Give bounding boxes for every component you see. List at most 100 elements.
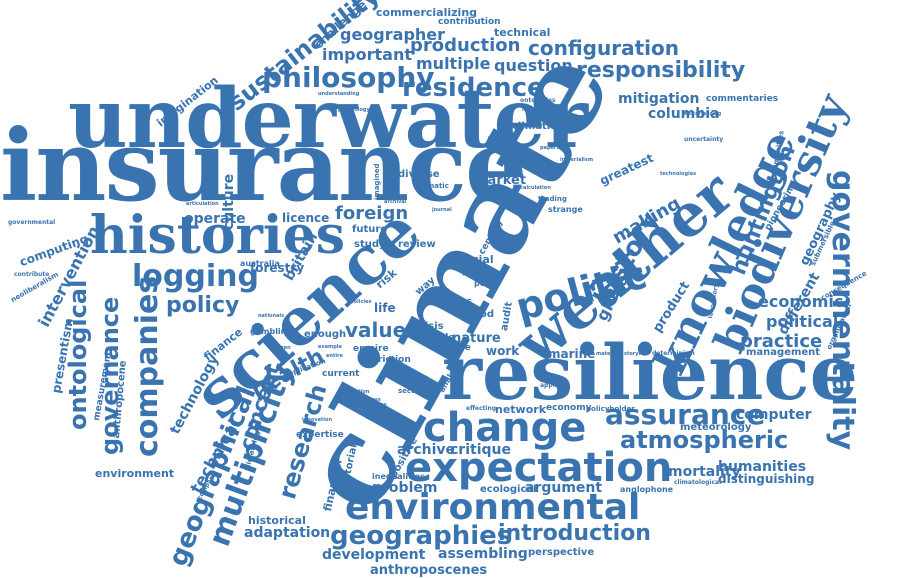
word-assurance: assurance bbox=[605, 398, 766, 431]
word-governmental: governmental bbox=[8, 219, 56, 226]
word-journal: journal bbox=[432, 207, 452, 213]
word-policy: policy bbox=[166, 293, 240, 318]
word-friction: friction bbox=[374, 355, 411, 365]
word-progress: progress bbox=[356, 397, 381, 403]
word-expertise: expertise bbox=[296, 430, 344, 440]
word-mortality: mortality bbox=[668, 464, 741, 480]
word-adaptation: adaptation bbox=[244, 525, 331, 541]
word-paperwork: paperwork bbox=[540, 145, 571, 151]
word-material: material bbox=[596, 351, 620, 357]
word-social: social bbox=[458, 253, 494, 266]
word-problem: problem bbox=[372, 480, 438, 496]
word-greatest: greatest bbox=[597, 150, 656, 188]
word-contribute: contribute bbox=[14, 271, 50, 278]
word-geographer: geographer bbox=[340, 25, 446, 44]
word-uncertainty: uncertainty bbox=[684, 136, 724, 143]
word-historical: historical bbox=[248, 514, 306, 527]
word-practice: practice bbox=[740, 331, 823, 352]
word-understanding: understanding bbox=[318, 91, 360, 97]
word-resilience: resilience bbox=[442, 328, 859, 417]
word-archival: archival bbox=[384, 199, 407, 205]
word-inequalities: inequalities bbox=[372, 472, 425, 481]
word-contribution: contribution bbox=[438, 17, 501, 27]
word-applied: applied bbox=[540, 382, 566, 389]
word-citizen: citizen bbox=[272, 345, 291, 351]
word-calculation: calculation bbox=[520, 185, 551, 191]
word-introduction: introduction bbox=[498, 521, 651, 546]
word-fragile: fragile bbox=[392, 373, 429, 384]
word-reduce: reduce bbox=[436, 343, 471, 353]
word-economic: economic bbox=[758, 292, 844, 311]
word-responsibility: responsibility bbox=[576, 58, 746, 83]
word-future: future bbox=[352, 224, 388, 235]
word-paper: paper bbox=[462, 267, 489, 276]
word-licence: licence bbox=[282, 211, 330, 225]
word-critique: critique bbox=[450, 442, 511, 458]
word-loss: loss bbox=[452, 297, 472, 307]
word-good: good bbox=[466, 309, 495, 320]
word-effecting: effecting bbox=[466, 405, 497, 412]
word-empire: empire bbox=[353, 344, 389, 354]
word-geographies: geographies bbox=[330, 521, 513, 551]
word-psychology: psychology bbox=[338, 107, 370, 113]
word-strange: strange bbox=[548, 205, 583, 214]
word-commentaries: commentaries bbox=[706, 94, 779, 104]
word-management: management bbox=[746, 347, 821, 358]
word-atmospheric: atmospheric bbox=[620, 426, 789, 454]
word-underwater: underwater bbox=[68, 71, 588, 167]
word-study: study bbox=[354, 239, 386, 250]
word-enough: enough bbox=[304, 329, 347, 340]
word-histories: histories bbox=[90, 205, 346, 266]
word-example: example bbox=[318, 344, 342, 350]
word-innovation: innovation bbox=[302, 417, 332, 423]
word-environment: environment bbox=[95, 467, 175, 480]
word-production: production bbox=[410, 35, 521, 56]
word-important: important bbox=[322, 45, 412, 64]
word-expectation: expectation bbox=[405, 445, 673, 491]
word-imperialism: imperialism bbox=[560, 157, 594, 163]
word-editorializing: editorializing bbox=[684, 111, 722, 117]
word-crisis: crisis bbox=[414, 321, 444, 332]
word-companies: companies bbox=[130, 275, 165, 457]
word-anglophone: anglophone bbox=[620, 485, 674, 494]
word-articulation: articulation bbox=[186, 201, 219, 207]
word-philosophy: philosophy bbox=[262, 61, 435, 94]
word-life: life bbox=[374, 301, 396, 315]
word-trading: trading bbox=[538, 195, 567, 203]
word-nationals: nationals bbox=[258, 313, 285, 319]
word-current: current bbox=[322, 369, 360, 379]
word-perspective: perspective bbox=[528, 547, 595, 558]
word-anthroposcenes: anthroposcenes bbox=[370, 563, 488, 578]
word-policies: policies bbox=[350, 299, 372, 305]
word-environmental: environmental bbox=[345, 487, 641, 528]
word-economy: economy bbox=[546, 403, 592, 413]
word-market: market bbox=[474, 173, 527, 188]
word-development: development bbox=[322, 547, 426, 563]
word-humanities: humanities bbox=[718, 459, 807, 475]
word-diverse: diverse bbox=[398, 169, 440, 180]
word-work: work bbox=[486, 344, 520, 358]
word-mitigation: mitigation bbox=[618, 91, 700, 107]
word-policyholder: policyholder bbox=[586, 405, 635, 413]
word-article: article bbox=[422, 333, 455, 343]
word-technologies: technologies bbox=[660, 171, 697, 177]
word-entire: entire bbox=[326, 353, 343, 359]
word-forestry: forestry bbox=[250, 261, 305, 275]
word-operate: operate bbox=[184, 211, 246, 227]
word-political: political bbox=[766, 312, 839, 331]
word-climatic: climatic bbox=[512, 121, 557, 132]
word-invisible: invisible bbox=[522, 107, 546, 113]
word-climatological: climatological bbox=[674, 479, 722, 486]
word-australia: australia bbox=[240, 259, 280, 268]
word-materiality: materiality bbox=[366, 415, 397, 421]
word-storyline: storyline bbox=[624, 351, 649, 357]
word-business: business bbox=[362, 402, 387, 408]
word-assembling: assembling bbox=[438, 546, 528, 562]
word-foreign: foreign bbox=[335, 203, 409, 224]
word-climatic-small: climatic bbox=[418, 182, 449, 190]
word-imagined: imagined bbox=[373, 163, 381, 200]
word-computer: computer bbox=[736, 407, 812, 423]
word-marine: marine bbox=[548, 347, 596, 361]
word-multiple: multiple bbox=[416, 54, 491, 73]
